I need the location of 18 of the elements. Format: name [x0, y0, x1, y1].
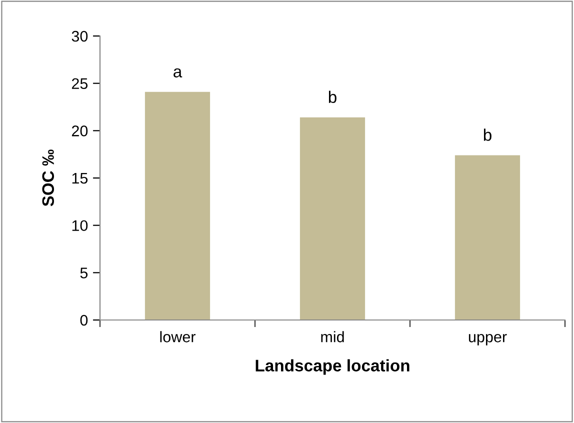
y-tick-label: 15: [72, 173, 88, 184]
annotation: a: [174, 68, 182, 78]
x-tick-label: mid: [321, 331, 344, 342]
bar: [300, 117, 366, 320]
x-tick-label: upper: [468, 334, 507, 346]
y-tick-label: 30: [72, 30, 88, 42]
bar: [454, 155, 520, 320]
y-tick-label: 10: [72, 220, 88, 232]
y-tick-label: 5: [80, 268, 88, 278]
y-tick-label: 0: [80, 314, 88, 326]
y-axis-title: SOC ‰: [42, 150, 54, 206]
bar: [144, 92, 210, 320]
annotation: b: [328, 90, 336, 104]
y-tick-label: 20: [72, 126, 88, 136]
annotation: b: [484, 128, 492, 141]
x-axis-title: Landscape location: [256, 359, 410, 375]
y-tick-label: 25: [72, 78, 88, 90]
x-tick-label: lower: [160, 331, 196, 342]
